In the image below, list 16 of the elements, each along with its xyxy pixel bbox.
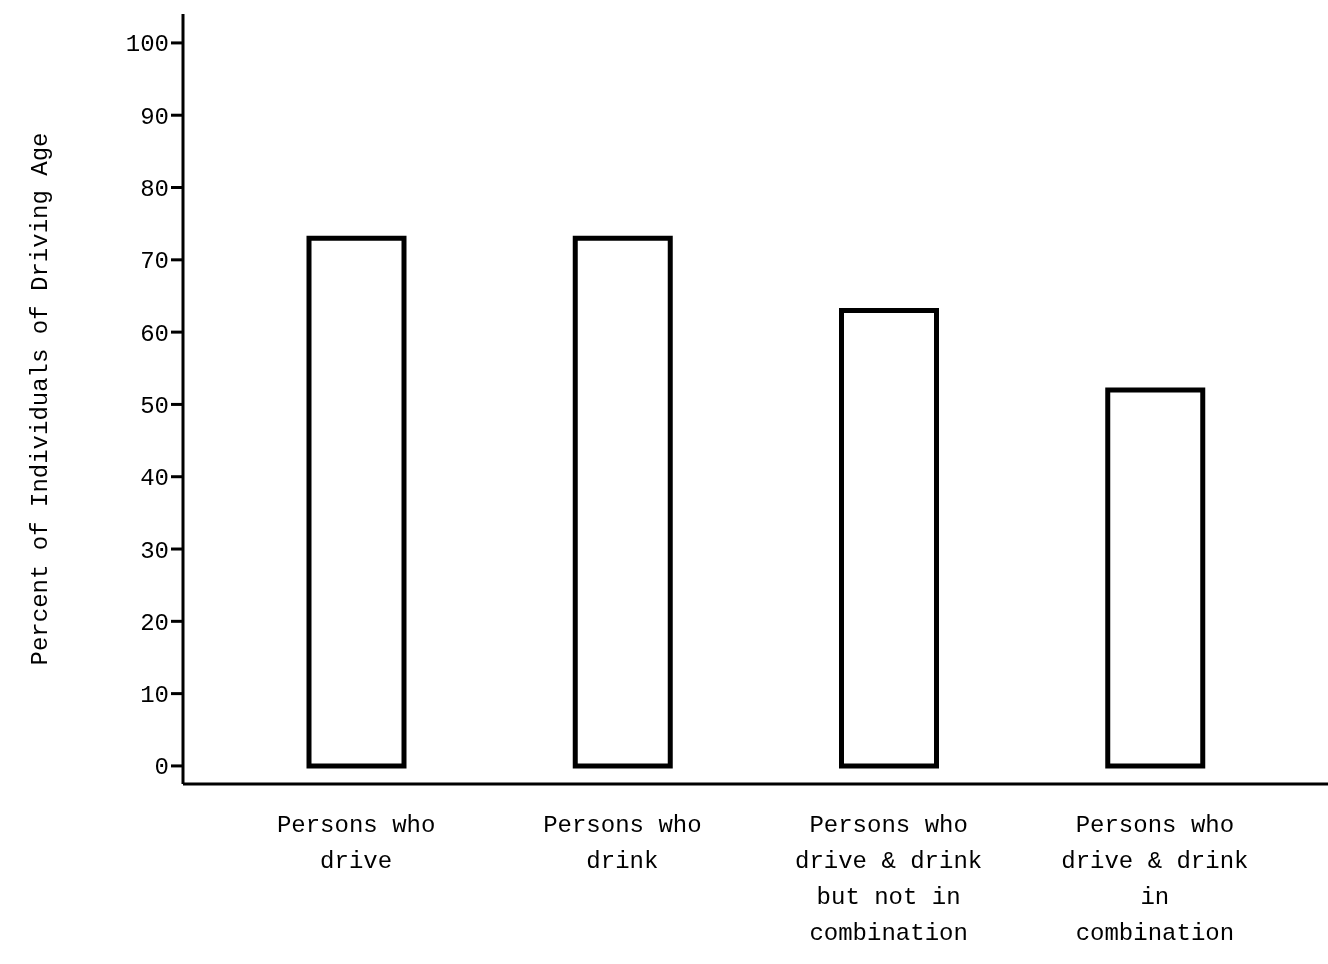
y-tick-label: 70 [140, 248, 169, 276]
y-tick-label: 80 [140, 176, 169, 204]
x-tick-label: Persons who drive & drink but not in combination [795, 812, 983, 947]
y-tick-label: 50 [140, 392, 169, 420]
x-tick-label: Persons who drink [543, 812, 702, 875]
y-tick-label: 100 [125, 31, 169, 59]
y-axis-title: Percent of Individuals of Driving Age [26, 132, 54, 666]
y-tick-label: 30 [140, 537, 169, 565]
y-tick-label: 40 [140, 465, 169, 493]
y-tick-label: 10 [140, 682, 169, 710]
x-tick-label: Persons who drive [276, 812, 436, 875]
y-tick-label: 0 [154, 754, 169, 782]
y-tick-label: 20 [140, 609, 169, 637]
y-tick-label: 90 [140, 103, 169, 131]
y-tick-label: 60 [140, 320, 169, 348]
x-tick-label: Persons who drive & drink in combination [1061, 812, 1249, 947]
